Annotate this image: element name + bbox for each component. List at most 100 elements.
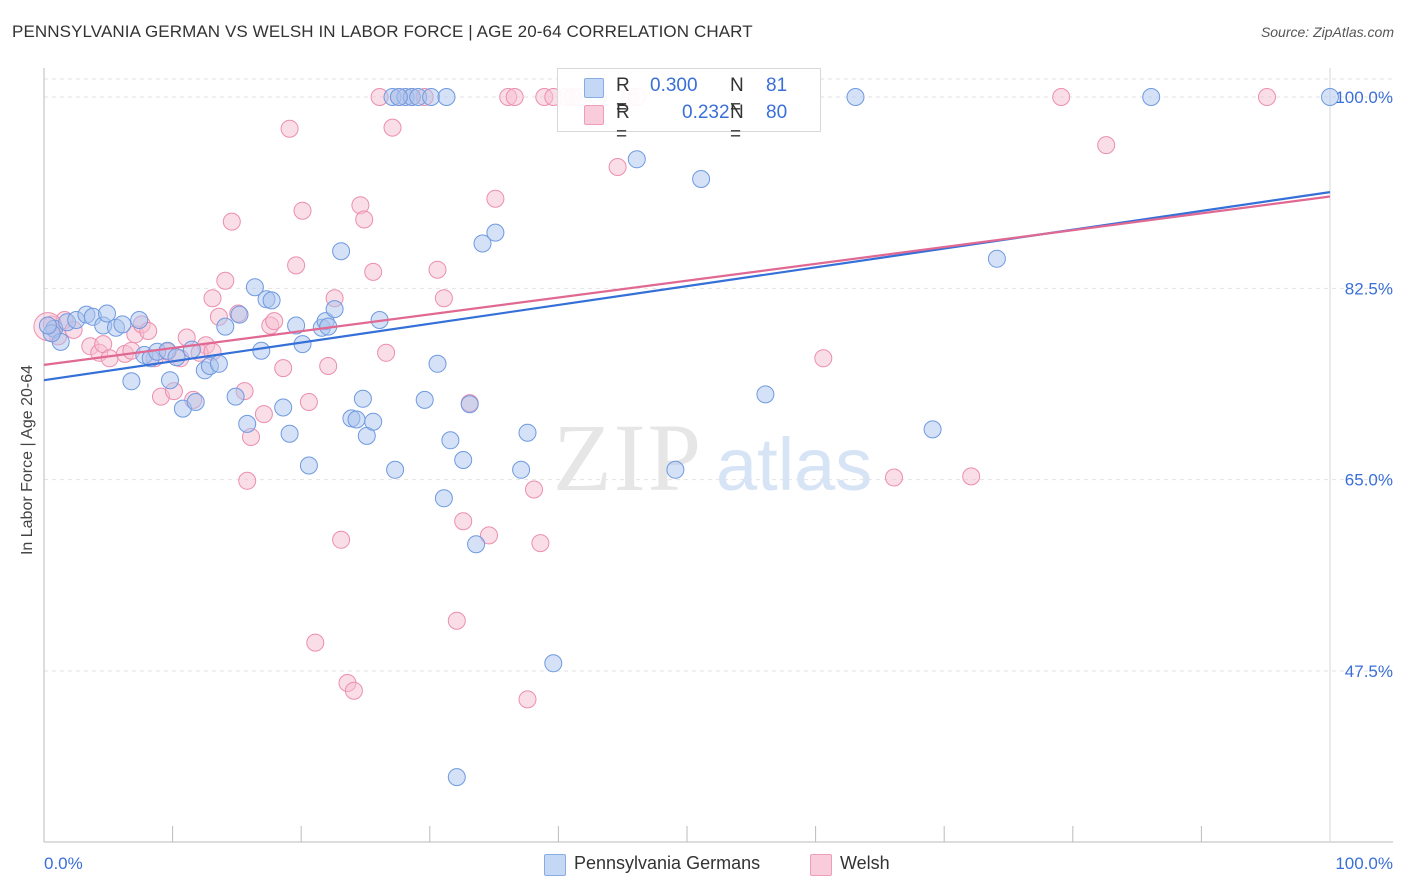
welsh-point <box>525 480 543 499</box>
pennsylvania-germans-point <box>486 223 505 242</box>
welsh-points <box>33 88 1276 709</box>
pennsylvania-germans-point <box>467 535 486 554</box>
chart-title: PENNSYLVANIA GERMAN VS WELSH IN LABOR FO… <box>12 22 753 41</box>
y-tick-label: 47.5% <box>1345 662 1393 681</box>
welsh-point <box>100 349 119 368</box>
grid-lines <box>44 78 1393 672</box>
pennsylvania-germans-point <box>447 768 466 787</box>
pennsylvania-germans-point <box>325 300 344 319</box>
welsh-point <box>287 256 306 275</box>
n-key: N = <box>730 102 744 145</box>
n-value: 81 <box>766 75 788 96</box>
pennsylvania-germans-point <box>287 316 306 335</box>
pink-swatch <box>584 105 604 125</box>
series-legend: Pennsylvania Germans Welsh <box>0 852 1406 876</box>
welsh-point <box>222 212 241 231</box>
welsh-point <box>216 271 235 290</box>
pennsylvania-germans-point <box>422 88 441 106</box>
welsh-point <box>531 534 550 553</box>
y-tick-label: 100.0% <box>1335 88 1393 107</box>
pennsylvania-germans-point <box>473 234 492 253</box>
legend-label: Pennsylvania Germans <box>574 853 761 873</box>
blue-swatch <box>584 78 604 98</box>
welsh-point <box>1052 88 1071 106</box>
welsh-point <box>486 189 505 208</box>
welsh-point <box>505 88 524 106</box>
r-value: 0.300 <box>650 75 698 96</box>
welsh-point <box>280 119 299 138</box>
welsh-point <box>447 611 466 630</box>
pennsylvania-germans-point <box>299 456 318 475</box>
pennsylvania-germans-point <box>113 315 132 334</box>
pennsylvania-germans-point <box>364 412 383 431</box>
watermark-atlas: atlas <box>716 423 872 506</box>
welsh-point <box>480 526 498 545</box>
n-value: 80 <box>766 102 788 123</box>
pennsylvania-germans-point <box>415 390 434 409</box>
pennsylvania-germans-point <box>441 431 460 450</box>
y-axis-label: In Labor Force | Age 20-64 <box>19 364 36 556</box>
pennsylvania-germans-point <box>262 291 281 310</box>
welsh-trend-line <box>43 195 1331 366</box>
welsh-point <box>254 405 273 424</box>
welsh-point <box>299 393 318 411</box>
pennsylvania-germans-point <box>512 460 531 479</box>
axes <box>43 68 1393 843</box>
welsh-point <box>962 467 981 486</box>
tick-labels: 47.5% 65.0% 82.5% 100.0% 0.0% 100.0% <box>44 88 1393 873</box>
welsh-point <box>377 343 396 362</box>
pennsylvania-germans-point <box>428 354 447 373</box>
pennsylvania-germans-point <box>38 316 57 335</box>
pennsylvania-germans-point <box>666 460 685 479</box>
pennsylvania-germans-point <box>437 88 456 106</box>
pennsylvania-germans-point <box>1142 88 1161 106</box>
pennsylvania-germans-point <box>347 410 366 429</box>
pennsylvania-germans-point <box>130 311 149 329</box>
pennsylvania-germans-point <box>209 354 228 373</box>
r-key: R = <box>616 75 630 118</box>
welsh-point <box>383 118 402 137</box>
welsh-point <box>885 468 903 487</box>
pennsylvania-germans-point <box>122 372 141 391</box>
pennsylvania-germans-point <box>280 424 299 443</box>
pennsylvania-germans-point <box>252 341 271 360</box>
pennsylvania-germans-point <box>1321 88 1339 106</box>
welsh-point <box>265 312 284 331</box>
welsh-point <box>1097 136 1116 155</box>
pennsylvania-germans-point <box>216 317 235 336</box>
pennsylvania-germans-point <box>627 150 646 169</box>
r-key: R = <box>616 102 630 145</box>
pennsylvania-germans-point <box>987 249 1006 268</box>
welsh-point <box>518 690 537 709</box>
correlation-legend: R = 0.300 N = 81 R = 0.232 N = 80 <box>557 68 821 145</box>
welsh-point <box>364 262 383 281</box>
welsh-point <box>306 633 325 652</box>
pennsylvania-germans-point <box>238 414 257 433</box>
r-value: 0.232 <box>682 102 730 123</box>
pennsylvania-germans-point <box>161 371 179 390</box>
pennsylvania-germans-point <box>692 170 711 188</box>
welsh-point <box>203 289 222 308</box>
welsh-point <box>814 349 833 368</box>
pennsylvania-germans-point <box>245 278 264 297</box>
welsh-point <box>428 260 447 279</box>
y-tick-label: 82.5% <box>1345 279 1393 298</box>
pennsylvania-germans-point <box>434 489 453 508</box>
x-tick-label: 0.0% <box>44 854 83 873</box>
watermark-zip: ZIP <box>553 404 703 511</box>
pennsylvania-germans-point <box>386 460 405 479</box>
pennsylvania-germans-point <box>518 423 537 442</box>
pennsylvania-germans-point <box>353 389 372 408</box>
n-key: N = <box>730 75 744 118</box>
welsh-point <box>344 681 363 700</box>
blue-swatch <box>544 854 566 876</box>
pennsylvania-germans-point <box>98 304 116 323</box>
pennsylvania-germans-point <box>274 398 293 417</box>
pennsylvania-germans-point <box>544 654 563 673</box>
welsh-point <box>319 357 338 375</box>
x-tick-label: 100.0% <box>1335 854 1393 873</box>
pennsylvania-germans-point <box>454 451 473 469</box>
watermark: ZIP atlas <box>553 404 872 511</box>
welsh-point <box>1258 88 1276 106</box>
